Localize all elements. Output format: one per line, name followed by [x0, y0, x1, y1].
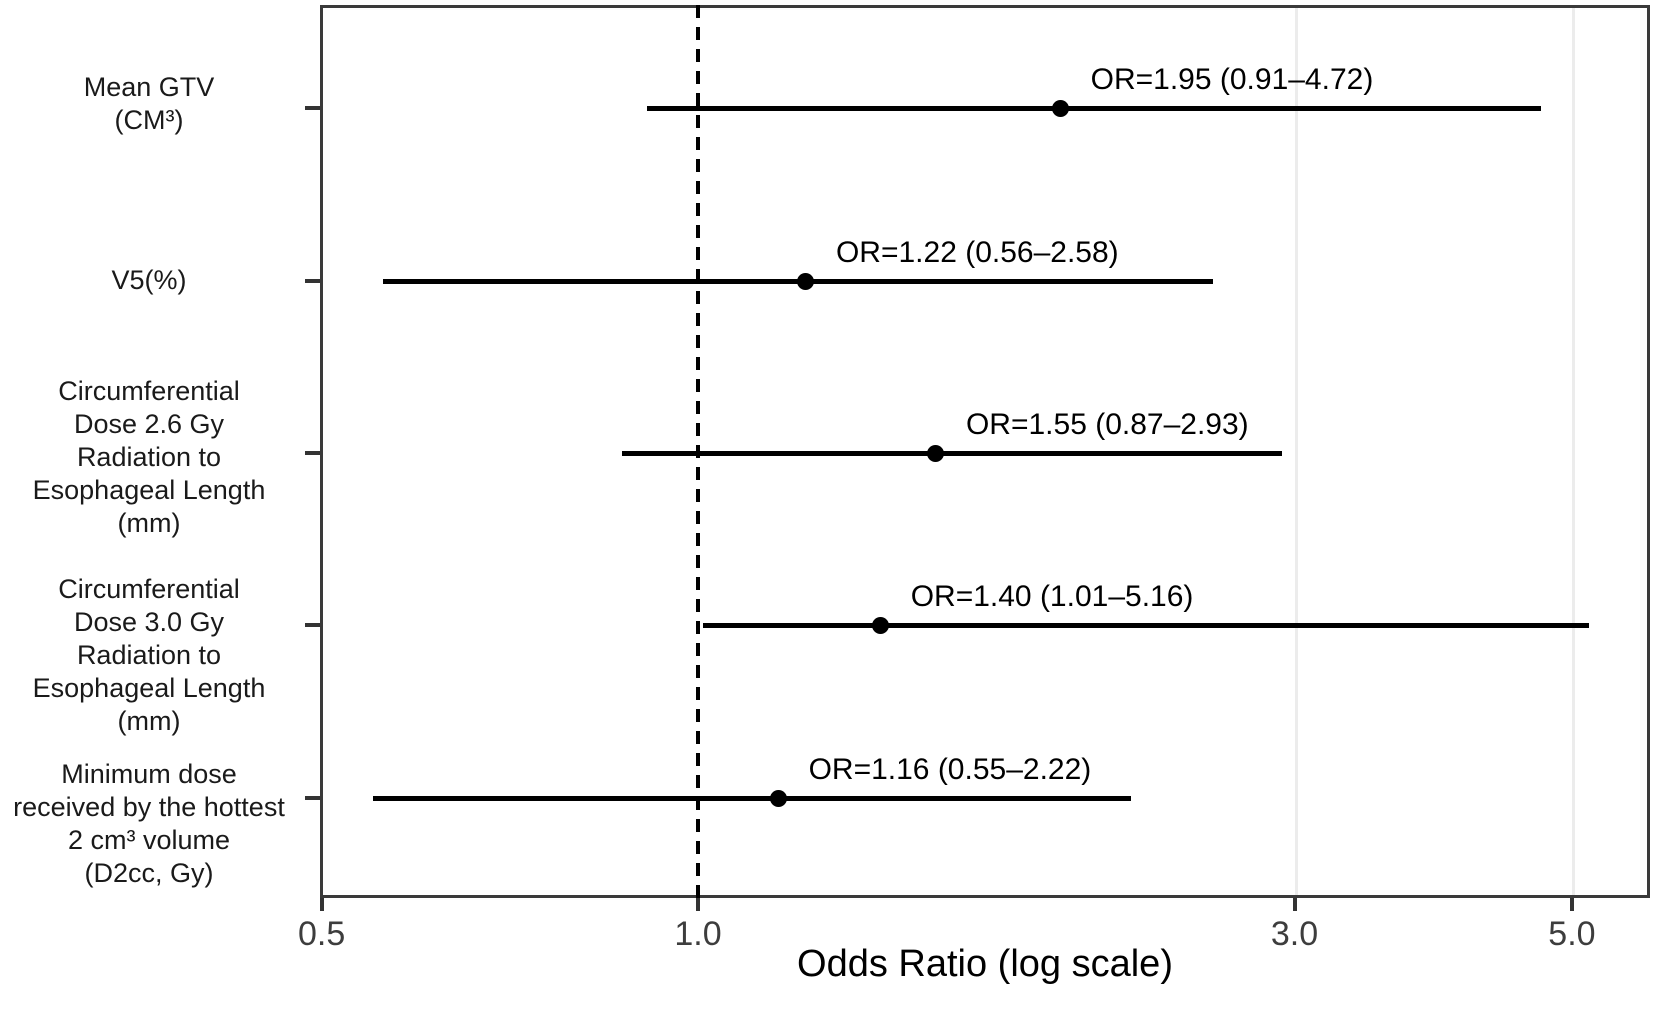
category-label-row-4: Circumferential Dose 3.0 Gy Radiation to Es…: [0, 573, 298, 738]
x-axis-tick-5.0: [1569, 898, 1574, 911]
or-point-row-4: [872, 616, 890, 634]
x-axis-tick-3.0: [1292, 898, 1297, 911]
y-axis-tick-row-1: [305, 106, 320, 110]
or-annotation-row-5: OR=1.16 (0.55–2.22): [808, 753, 1092, 786]
x-axis-tick-label-1.0: 1.0: [674, 915, 722, 953]
ci-line-row-5: [373, 795, 1132, 801]
ci-line-row-1: [646, 105, 1541, 111]
category-label-row-2: V5(%): [0, 264, 298, 297]
or-point-row-3: [927, 444, 945, 462]
or-point-row-1: [1052, 99, 1070, 117]
x-axis-tick-label-5.0: 5.0: [1548, 915, 1596, 953]
category-label-line: Minimum dose: [61, 759, 237, 789]
category-label-line: Radiation to: [76, 441, 222, 472]
or-annotation-row-1: OR=1.95 (0.91–4.72): [1090, 63, 1374, 96]
category-label-row-3: Circumferential Dose 2.6 Gy Radiation to Es…: [0, 375, 298, 540]
category-label-line: (CM³): [114, 105, 184, 135]
category-label-line: Circumferential: [58, 573, 240, 604]
plot-panel: [320, 5, 1650, 898]
x-axis-tick-label-0.5: 0.5: [297, 915, 346, 953]
or-point-row-2: [797, 272, 815, 290]
or-annotation-row-3: OR=1.55 (0.87–2.93): [965, 408, 1249, 441]
category-label-line: Circumferential: [58, 375, 240, 406]
y-axis-tick-row-5: [305, 796, 320, 800]
category-label-line: Esophageal Length: [32, 474, 266, 505]
y-axis-tick-row-2: [305, 279, 320, 283]
category-label-line: Esophageal Length: [32, 672, 266, 703]
category-label-line: Mean GTV: [83, 72, 215, 102]
category-label-row-5: Minimum dose received by the hottest 2 cm³…: [0, 758, 298, 890]
x-axis-tick-label-3.0: 3.0: [1270, 915, 1319, 953]
category-label-line: (mm): [117, 705, 181, 736]
or-point-row-5: [770, 789, 788, 807]
x-axis-tick-0.5: [319, 898, 324, 911]
ci-line-row-4: [703, 622, 1590, 628]
category-label-line: (D2cc, Gy): [84, 858, 214, 888]
category-label-line: received by the hottest: [13, 792, 285, 822]
category-label-line: Dose 2.6 Gy: [73, 408, 225, 439]
or-annotation-row-4: OR=1.40 (1.01–5.16): [910, 580, 1194, 613]
x-axis-title: Odds Ratio (log scale): [797, 943, 1173, 985]
ci-line-row-3: [622, 450, 1282, 456]
category-label-line: Radiation to: [76, 639, 222, 670]
category-label-line: Dose 3.0 Gy: [73, 606, 225, 637]
x-axis-tick-1.0: [696, 898, 700, 911]
y-axis-tick-row-4: [305, 623, 320, 627]
gridline-3: [1294, 8, 1298, 895]
y-axis-tick-row-3: [305, 451, 320, 455]
category-label-line: V5(%): [111, 264, 187, 295]
category-label-row-1: Mean GTV (CM³): [0, 71, 298, 137]
or-annotation-row-2: OR=1.22 (0.56–2.58): [835, 236, 1119, 269]
category-label-line: 2 cm³ volume: [67, 825, 231, 855]
category-label-line: (mm): [117, 507, 181, 538]
gridline-5: [1571, 8, 1575, 895]
